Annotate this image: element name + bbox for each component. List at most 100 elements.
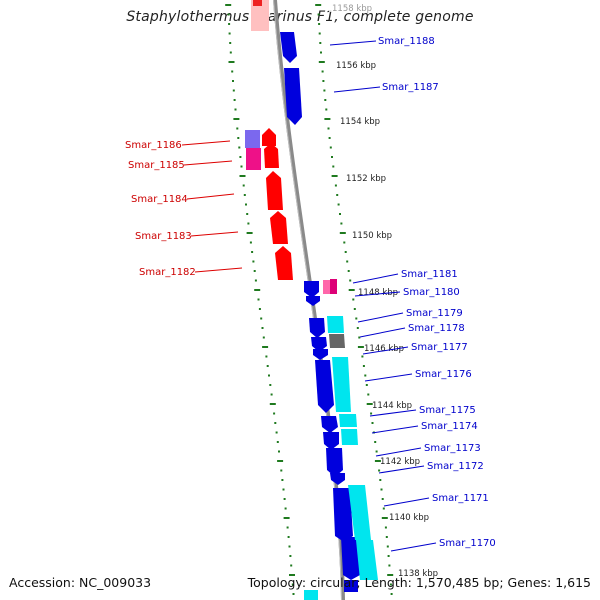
gene-label: Smar_1188	[378, 36, 435, 47]
gene-label: Smar_1175	[419, 405, 476, 416]
inner-dot	[237, 137, 240, 139]
outer-dot	[378, 469, 381, 472]
inner-dot	[262, 336, 265, 339]
gene-label: Smar_1173	[424, 443, 481, 454]
inner-dot	[269, 403, 276, 405]
inner-dot	[270, 393, 273, 396]
outer-dot	[366, 403, 373, 405]
outer-dot	[343, 241, 346, 244]
inner-dot	[236, 127, 239, 130]
leader-line	[362, 346, 409, 355]
outer-dot	[382, 507, 385, 510]
outer-dot	[364, 374, 367, 377]
outer-dot	[379, 479, 382, 481]
tick-label: 1150 kbp	[352, 231, 392, 241]
inner-dot	[283, 517, 290, 519]
inner-dot	[231, 70, 234, 73]
outer-dot	[331, 156, 333, 158]
outer-dot	[347, 270, 350, 272]
gene-smar-1171	[333, 488, 353, 542]
gene-smar-1186	[262, 128, 276, 146]
outer-dot	[336, 194, 339, 196]
inner-dot	[275, 431, 278, 434]
gene-label: Smar_1177	[411, 342, 468, 353]
inner-dot	[251, 251, 254, 253]
leader-line	[371, 425, 419, 434]
tick-label: 1154 kbp	[340, 117, 380, 127]
outer-dot	[389, 583, 392, 586]
inner-dot	[228, 61, 235, 63]
outer-dot	[317, 13, 320, 16]
map-title: Staphylothermus marinus F1, complete gen…	[126, 9, 474, 25]
inner-dot	[262, 346, 269, 348]
gene-smar-1170	[341, 537, 360, 580]
genome-summary: Topology: circular; Length: 1,570,485 bp…	[247, 575, 591, 590]
gene-smar-1178	[311, 337, 327, 352]
outer-dot	[318, 23, 321, 25]
inner-dot	[291, 583, 294, 586]
outer-dot	[380, 488, 383, 491]
inner-dot	[286, 526, 289, 529]
tick-label: 1152 kbp	[346, 174, 386, 184]
inner-dot	[245, 203, 247, 206]
outer-dot	[362, 365, 365, 367]
inner-dot	[252, 260, 255, 263]
gene-smar-1172	[330, 473, 345, 485]
outer-dot	[367, 393, 370, 396]
inner-dot	[269, 384, 272, 386]
gene-smar-1187	[284, 68, 302, 125]
gene-top-faded	[251, 0, 269, 31]
inner-dot	[227, 13, 230, 16]
inner-dot	[276, 441, 279, 443]
gene-smar-1183	[270, 211, 288, 244]
outer-dot	[329, 146, 332, 149]
outer-dot	[370, 412, 373, 415]
feature-grey-1178	[329, 334, 345, 348]
outer-dot	[387, 574, 394, 576]
gene-smar-1181	[304, 281, 319, 298]
outer-dot	[353, 308, 356, 310]
inner-dot	[239, 175, 246, 177]
gene-smar-1188	[280, 32, 297, 63]
leader-line	[352, 273, 399, 284]
outer-dot	[387, 555, 390, 557]
leader-line	[378, 465, 425, 474]
outer-dot	[344, 251, 347, 253]
gene-top-edge	[253, 0, 262, 6]
outer-dot	[381, 517, 388, 519]
gene-label: Smar_1179	[406, 308, 463, 319]
kbp-ticks: 1158 kbp 1156 kbp 1154 kbp 1152 kbp 1150…	[329, 2, 438, 579]
outer-dot	[323, 89, 326, 92]
inner-dot	[261, 327, 264, 329]
inner-dot	[290, 564, 293, 567]
feature-smar-1181-pink	[323, 280, 330, 294]
feature-cyan-1171	[348, 485, 371, 540]
outer-dot	[352, 298, 355, 301]
inner-dot	[253, 270, 256, 272]
tick-label: 1140 kbp	[389, 513, 429, 523]
inner-dot	[249, 241, 252, 244]
inner-dot	[284, 507, 287, 510]
leader-line	[390, 542, 437, 552]
inner-dot	[246, 232, 253, 234]
outer-dot	[325, 108, 328, 111]
tick-label: 1144 kbp	[372, 401, 412, 411]
gene-label: Smar_1184	[131, 194, 188, 205]
gene-smar-1184	[266, 171, 283, 210]
gene-smar-1179	[309, 318, 325, 338]
outer-dot	[328, 137, 331, 139]
leader-line	[359, 327, 406, 338]
gene-label: Smar_1171	[432, 493, 489, 504]
inner-dot	[243, 194, 246, 196]
outer-dot	[386, 545, 389, 548]
outer-dot	[315, 4, 322, 6]
outer-dot	[384, 526, 387, 529]
inner-dot	[260, 317, 263, 320]
leader-line	[369, 409, 417, 417]
inner-dot	[257, 298, 260, 301]
leader-line	[364, 373, 413, 382]
gene-label: Smar_1180	[403, 287, 460, 298]
tick-label: 1156 kbp	[336, 61, 376, 71]
